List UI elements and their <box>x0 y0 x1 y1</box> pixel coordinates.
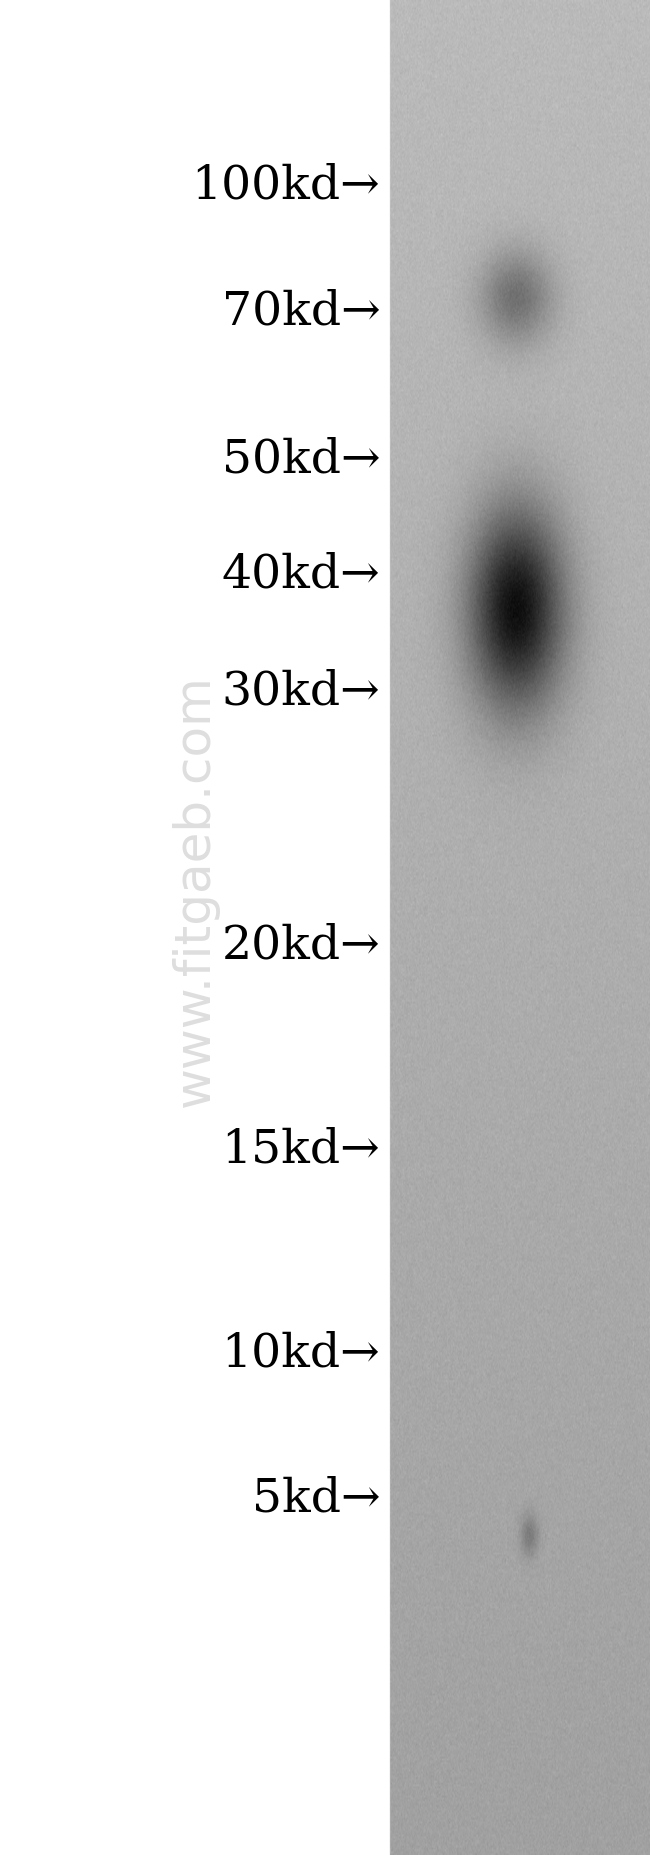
Text: 5kd→: 5kd→ <box>252 1477 380 1521</box>
Text: 50kd→: 50kd→ <box>222 438 380 482</box>
Text: 100kd→: 100kd→ <box>192 163 380 208</box>
Text: 40kd→: 40kd→ <box>222 553 380 597</box>
Text: 70kd→: 70kd→ <box>222 289 380 334</box>
Text: 20kd→: 20kd→ <box>222 924 380 968</box>
Text: 30kd→: 30kd→ <box>222 670 380 714</box>
Text: 15kd→: 15kd→ <box>222 1128 380 1172</box>
Text: www.fitgaeb.com: www.fitgaeb.com <box>171 673 219 1107</box>
Text: 10kd→: 10kd→ <box>222 1332 380 1376</box>
